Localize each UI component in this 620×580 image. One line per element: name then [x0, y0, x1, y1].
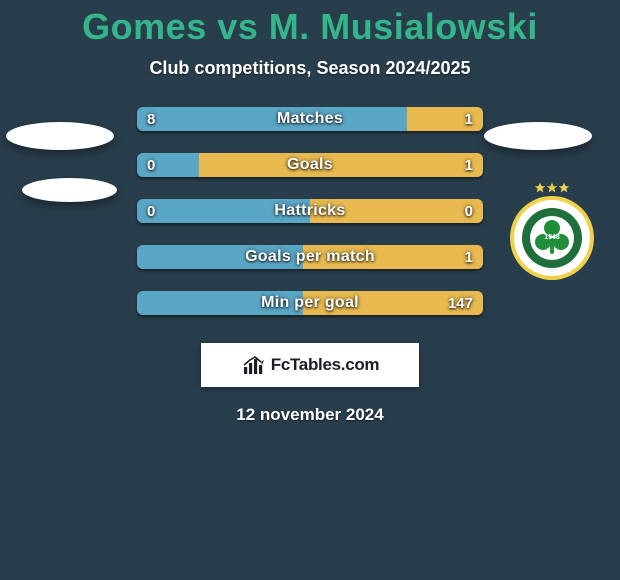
bar-left-fill: [137, 107, 407, 131]
comparison-bars: 81Matches 01Goals 00Hattricks 1Goals per ma…: [137, 107, 483, 315]
photo-placeholder: [484, 122, 592, 150]
subtitle: Club competitions, Season 2024/2025: [0, 58, 620, 79]
bar-row: 00Hattricks: [137, 199, 483, 223]
bar-row: 81Matches: [137, 107, 483, 131]
bar-right-fill: [407, 107, 483, 131]
photo-placeholder: [6, 122, 114, 150]
infographic-root: Gomes vs M. Musialowski Club competition…: [0, 0, 620, 580]
bar-right-fill: [303, 291, 483, 315]
svg-text:1948: 1948: [544, 234, 560, 241]
bar-right-fill: [303, 245, 483, 269]
date-label: 12 november 2024: [0, 405, 620, 425]
bar-row: 147Min per goal: [137, 291, 483, 315]
chart-icon: [241, 354, 267, 376]
page-title: Gomes vs M. Musialowski: [0, 6, 620, 48]
club-badge-svg: 1948: [502, 182, 602, 282]
bar-left-fill: [137, 245, 303, 269]
bar-right-fill: [310, 199, 483, 223]
bar-row: 1Goals per match: [137, 245, 483, 269]
brand-text: FcTables.com: [271, 355, 380, 375]
club-badge: 1948: [502, 182, 602, 282]
photo-placeholder: [22, 178, 117, 202]
bar-row: 01Goals: [137, 153, 483, 177]
bar-left-fill: [137, 153, 199, 177]
branding-box: FcTables.com: [201, 343, 419, 387]
bar-left-fill: [137, 199, 310, 223]
bar-right-fill: [199, 153, 483, 177]
bar-left-fill: [137, 291, 303, 315]
